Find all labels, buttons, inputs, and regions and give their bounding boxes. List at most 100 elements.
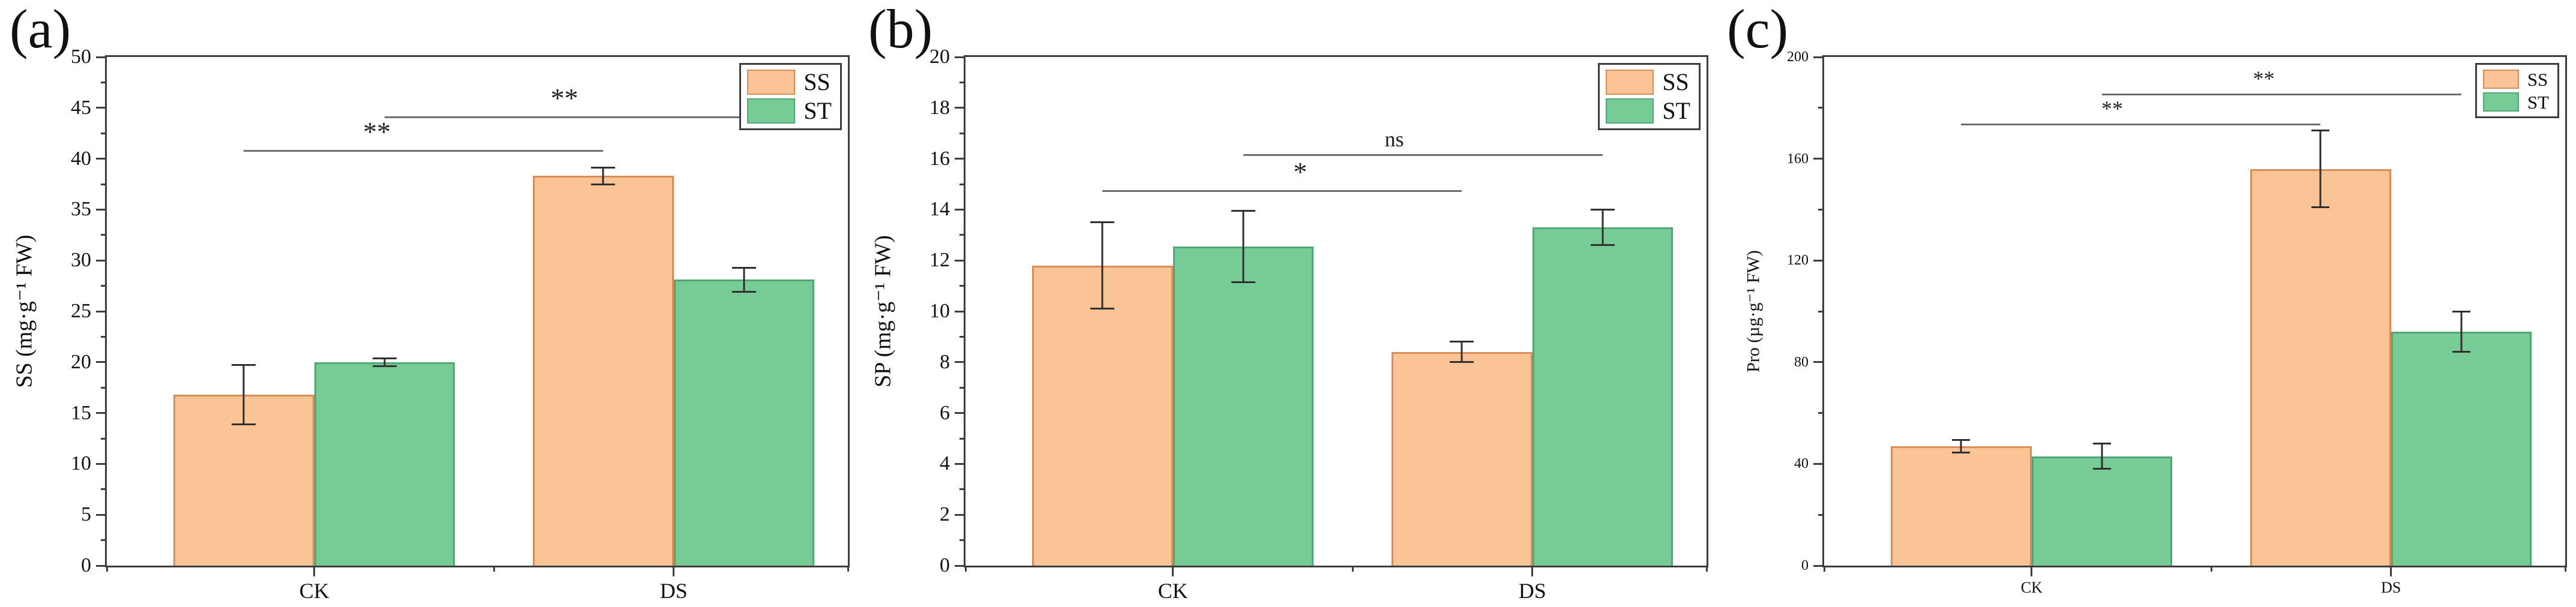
error-bar [242,365,245,425]
y-minor-tick [959,335,965,338]
error-bar-cap [2452,310,2471,312]
y-tick-label: 16 [929,147,950,170]
y-major-tick [955,158,965,160]
y-major-tick [96,208,107,211]
error-bar-cap [732,266,757,269]
y-minor-tick [959,81,965,83]
y-tick-label: 18 [929,96,950,119]
y-tick-label: 0 [81,554,91,576]
error-bar-cap [1231,281,1256,283]
y-tick-label: 2 [940,503,950,526]
bar-ds-ss [2250,169,2391,566]
y-minor-tick [959,132,965,134]
x-tick-label-ds: DS [2381,579,2401,596]
y-tick-label: 14 [929,198,950,221]
legend-swatch-st [1606,98,1654,124]
error-bar-cap [1450,341,1474,343]
y-major-tick [955,208,965,211]
error-bar [2319,130,2322,208]
y-major-tick [955,462,965,465]
bar-ds-ss [533,176,674,566]
y-minor-tick [959,234,965,236]
error-bar [1602,209,1604,245]
y-tick-label: 0 [940,554,950,576]
y-tick-label: 6 [940,401,950,424]
error-bar-cap [1591,208,1615,211]
y-minor-tick [959,183,965,185]
legend-b: SS ST [1598,63,1701,130]
error-bar-cap [373,365,397,368]
y-minor-tick [101,183,107,185]
y-major-tick [1813,56,1824,58]
y-tick-label: 45 [71,96,91,119]
x-major-tick [1172,566,1174,576]
y-tick-label: 0 [1801,558,1809,573]
y-tick-label: 4 [940,452,950,475]
y-tick-label: 40 [1794,456,1809,472]
error-bar-cap [1090,221,1115,224]
legend-swatch-ss [1606,70,1654,95]
x-minor-tick [2564,566,2566,572]
y-tick-label: 10 [71,452,91,475]
y-tick-label: 25 [71,300,91,322]
y-major-tick [955,259,965,262]
y-minor-tick [959,386,965,389]
y-major-tick [96,513,107,516]
bar-ds-st [673,280,815,566]
error-bar [383,358,386,366]
bar-ds-ss [1392,351,1533,566]
legend-entry-st: ST [747,98,832,124]
legend-swatch-ss [747,70,796,95]
x-minor-tick [1352,566,1354,572]
error-bar-cap [2311,206,2330,208]
legend-label-st: ST [2527,91,2549,113]
error-bar-cap [2093,442,2112,444]
y-tick-label: 20 [929,46,950,68]
bar-ck-st [2031,456,2173,566]
y-major-tick [955,107,965,109]
bar-ds-st [2391,331,2532,566]
error-bar-cap [232,364,256,366]
x-tick-label-ck: CK [2020,579,2043,596]
error-bar-cap [2452,351,2471,353]
y-major-tick [955,513,965,516]
error-bar [1461,341,1463,362]
error-bar-cap [1591,244,1615,247]
significance-label-st: ** [2253,66,2275,91]
y-minor-tick [959,285,965,287]
significance-line-st [2102,93,2462,95]
significance-line-st [1243,154,1603,157]
y-major-tick [96,158,107,160]
legend-label-st: ST [1662,97,1690,124]
y-axis-title-c: Pro (µg·g⁻¹ FW) [1743,250,1764,372]
y-tick-label: 200 [1787,49,1809,65]
y-tick-label: 35 [71,198,91,221]
plot-area: SP (mg·g⁻¹ FW) SS ST 0 2 4 6 8 10 12 14 16 18 20 CK… [871,47,1708,602]
error-bar-cap [591,167,616,169]
error-bar-cap [1952,451,1971,453]
y-tick-label: 12 [929,249,950,272]
x-major-tick [1531,566,1534,576]
y-major-tick [1813,259,1824,262]
y-major-tick [955,564,965,567]
x-minor-tick [493,566,496,572]
panel-b: (b) SP (mg·g⁻¹ FW) SS ST 0 2 4 6 8 10 12 14 16 18… [859,0,1717,607]
legend-entry-ss: SS [1606,70,1690,95]
y-tick-label: 50 [71,46,91,68]
y-minor-tick [101,437,107,440]
y-minor-tick [101,539,107,542]
y-major-tick [96,412,107,414]
y-major-tick [96,462,107,465]
legend-entry-ss: SS [747,70,832,95]
y-tick-label: 30 [71,249,91,272]
significance-label-ss: ** [2101,97,2124,121]
legend-label-st: ST [803,97,832,124]
error-bar [2101,443,2103,469]
y-tick-label: 40 [71,147,91,170]
error-bar [1960,440,1962,453]
panel-label-a: (a) [10,0,71,59]
bar-ds-st [1532,227,1674,566]
y-tick-label: 160 [1787,151,1809,167]
error-bar [2460,311,2463,352]
